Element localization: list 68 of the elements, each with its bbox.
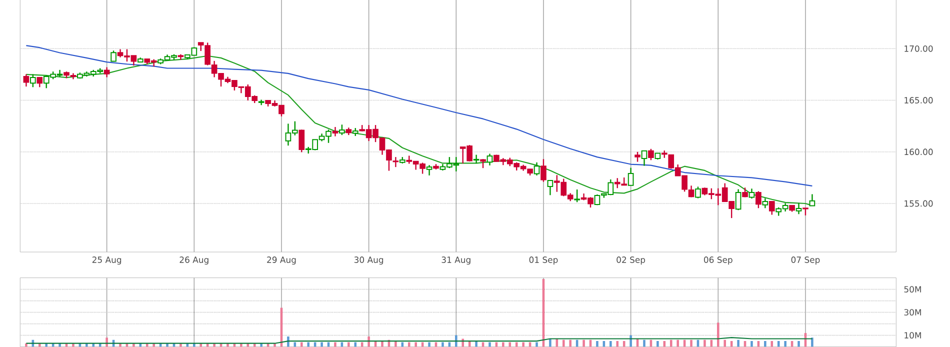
bar — [750, 341, 753, 347]
candlestick — [392, 156, 399, 168]
candlestick — [768, 200, 775, 216]
candlestick — [634, 151, 640, 162]
candlestick — [628, 167, 634, 186]
bar — [582, 340, 585, 347]
y-tick-label: 170.00 — [904, 45, 933, 52]
bar — [414, 342, 417, 347]
y-tick-label: 10M — [904, 332, 921, 339]
bar — [408, 342, 410, 347]
candlestick — [36, 76, 43, 88]
candlestick — [30, 74, 36, 88]
bar — [368, 336, 370, 347]
bar — [320, 342, 323, 347]
x-tick-label: 02 Sep — [616, 256, 646, 265]
bar — [798, 341, 800, 347]
bar — [536, 342, 538, 347]
candlestick — [534, 162, 540, 176]
x-tick-label: 30 Aug — [354, 256, 384, 265]
candlestick — [648, 148, 654, 161]
x-tick-label: 26 Aug — [180, 256, 208, 265]
bar — [717, 322, 720, 347]
candlestick — [110, 50, 116, 62]
bar — [300, 342, 303, 347]
candlestick — [473, 154, 480, 164]
x-tick-label: 06 Sep — [704, 256, 732, 265]
x-tick-label: 25 Aug — [92, 256, 122, 265]
bar — [610, 341, 612, 347]
bar — [394, 341, 397, 347]
candlestick — [735, 188, 742, 211]
candlestick — [695, 186, 701, 199]
bar — [562, 340, 565, 347]
candlestick — [809, 194, 816, 206]
candlestick — [547, 180, 554, 196]
y-tick-label: 155.00 — [904, 200, 933, 207]
bar — [704, 340, 706, 347]
candlestick — [762, 198, 768, 209]
bar — [348, 342, 350, 347]
bar — [442, 342, 444, 347]
bar — [724, 340, 726, 347]
candlestick — [748, 188, 755, 200]
candlestick — [339, 124, 345, 136]
candlestick — [756, 190, 762, 209]
candlestick — [641, 150, 648, 166]
candlestick — [796, 202, 802, 215]
bar — [670, 340, 672, 347]
x-tick-label: 31 Aug — [442, 256, 470, 265]
candlestick — [332, 126, 338, 137]
candlestick — [426, 164, 432, 176]
candlestick — [104, 66, 110, 78]
y-tick-label: 50M — [904, 286, 921, 293]
y-tick-label: 165.00 — [904, 97, 933, 104]
bar — [656, 341, 659, 347]
candlestick — [23, 74, 30, 88]
bar — [770, 341, 774, 347]
y-tick-label: 30M — [904, 309, 921, 316]
candlestick — [486, 153, 493, 166]
x-tick-label: 29 Aug — [267, 256, 296, 265]
bar — [676, 340, 679, 347]
candlestick — [298, 129, 305, 153]
bar — [508, 342, 512, 347]
candlestick — [540, 158, 546, 182]
bar — [488, 342, 491, 347]
candlestick — [574, 188, 580, 203]
x-tick-label: 07 Sep — [791, 256, 820, 265]
y-tick-label: 160.00 — [904, 148, 933, 156]
x-tick-label: 01 Sep — [529, 256, 558, 265]
bar — [515, 342, 518, 347]
